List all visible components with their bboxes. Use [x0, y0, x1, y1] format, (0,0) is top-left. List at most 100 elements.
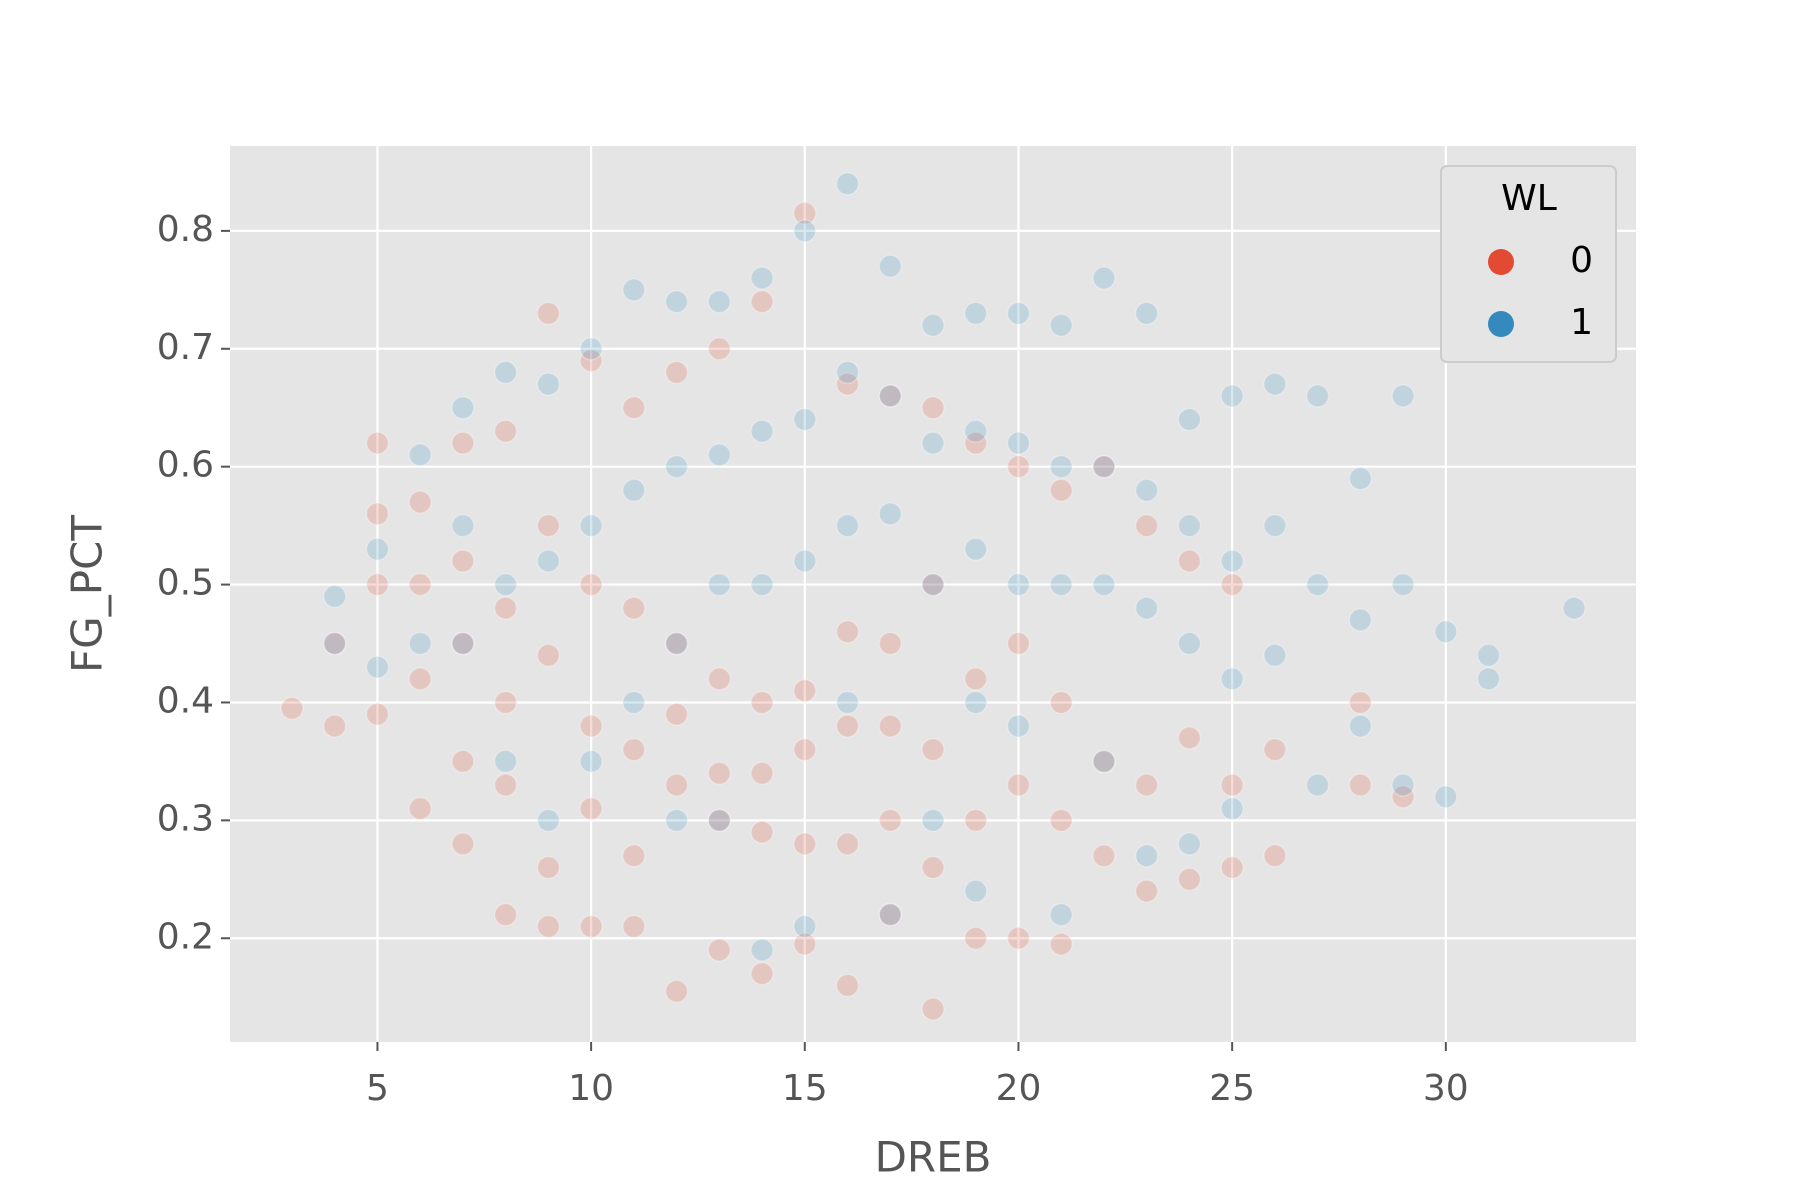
point — [707, 667, 732, 691]
point — [1049, 808, 1073, 833]
point — [1134, 773, 1159, 797]
y-tick-label: 0.2 — [157, 916, 214, 957]
point — [750, 938, 774, 962]
x-tick-label: 15 — [782, 1068, 828, 1109]
point — [835, 973, 860, 998]
grid — [230, 146, 1636, 1042]
point — [493, 690, 518, 715]
point — [1220, 549, 1244, 573]
point — [408, 796, 432, 821]
point — [878, 254, 903, 279]
point — [750, 961, 774, 986]
point — [451, 513, 475, 538]
point — [1006, 301, 1031, 326]
point — [1348, 608, 1373, 632]
point — [1006, 773, 1031, 797]
point — [664, 979, 689, 1004]
point — [1177, 549, 1202, 573]
point — [579, 796, 603, 821]
point — [793, 219, 817, 243]
legend-marker — [1488, 249, 1514, 275]
plot-area — [230, 146, 1636, 1042]
point — [750, 266, 774, 290]
point — [1391, 773, 1415, 797]
point — [1391, 785, 1415, 809]
point — [408, 667, 432, 691]
point — [1134, 513, 1159, 538]
point — [451, 631, 475, 656]
point — [1092, 749, 1116, 774]
point — [1134, 843, 1159, 868]
point — [1177, 832, 1202, 856]
point — [365, 431, 390, 455]
point — [1305, 384, 1330, 408]
point — [1476, 667, 1501, 691]
point — [322, 631, 347, 656]
point — [1220, 667, 1244, 691]
y-axis-label: FG_PCT — [63, 515, 112, 673]
point — [707, 808, 732, 833]
point — [536, 643, 561, 668]
point — [1220, 572, 1244, 597]
point — [1049, 313, 1073, 337]
y-tick-label: 0.8 — [157, 209, 214, 250]
point — [579, 337, 603, 361]
axes: 0.2 0.3 0.4 0.5 0.6 0.7 0.8 5 10 15 20 25 30 — [157, 209, 1469, 1109]
y-tick-label: 0.5 — [157, 563, 214, 604]
point — [963, 419, 988, 444]
point — [1134, 478, 1159, 503]
point — [451, 431, 475, 455]
point — [835, 372, 860, 396]
point — [1434, 785, 1458, 809]
point — [1391, 572, 1415, 597]
point — [493, 360, 518, 385]
point — [536, 513, 561, 538]
point — [493, 572, 518, 597]
point — [750, 761, 774, 785]
legend-label: 0 — [1570, 240, 1593, 281]
point — [579, 749, 603, 774]
point — [1263, 372, 1287, 396]
point — [1177, 513, 1202, 538]
point — [1220, 796, 1244, 821]
point — [1220, 384, 1244, 408]
point — [1134, 596, 1159, 620]
point — [664, 702, 689, 727]
point — [493, 419, 518, 444]
point — [707, 808, 732, 833]
point — [1177, 726, 1202, 750]
point — [963, 667, 988, 691]
point — [878, 808, 903, 833]
point — [835, 832, 860, 856]
legend-marker — [1488, 311, 1514, 337]
point — [793, 914, 817, 939]
point — [1092, 749, 1116, 774]
x-tick-label: 5 — [366, 1068, 389, 1109]
point — [1006, 631, 1031, 656]
point — [793, 737, 817, 762]
point — [622, 914, 646, 939]
point — [878, 714, 903, 738]
point — [750, 289, 774, 314]
point — [1049, 572, 1073, 597]
point — [878, 902, 903, 927]
point — [365, 537, 390, 561]
point — [1134, 879, 1159, 903]
point — [707, 572, 732, 597]
point — [622, 478, 646, 503]
point — [1049, 478, 1073, 503]
y-tick-label: 0.3 — [157, 798, 214, 839]
point — [1305, 773, 1330, 797]
point — [664, 808, 689, 833]
y-tick-label: 0.6 — [157, 445, 214, 486]
point — [921, 313, 945, 337]
point — [322, 631, 347, 656]
point — [793, 832, 817, 856]
point — [579, 714, 603, 738]
point — [878, 502, 903, 526]
point — [1049, 932, 1073, 956]
point — [1092, 572, 1116, 597]
point — [322, 714, 347, 738]
